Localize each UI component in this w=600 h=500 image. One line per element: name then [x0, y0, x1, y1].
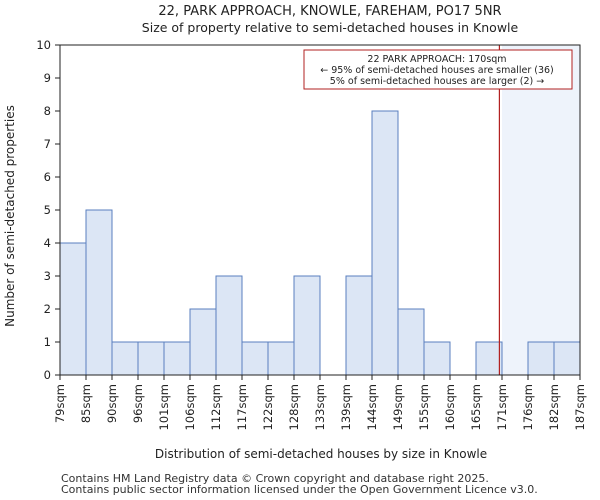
x-tick-label-133sqm: 133sqm — [313, 384, 327, 430]
bar-90sqm — [111, 341, 139, 376]
x-tick-label-106sqm: 106sqm — [183, 384, 197, 430]
x-tick-label-101sqm: 101sqm — [157, 384, 171, 430]
annotation-line-3: 5% of semi-detached houses are larger (2… — [330, 76, 544, 87]
y-axis-label: Number of semi-detached properties — [3, 105, 17, 327]
x-tick-label-79sqm: 79sqm — [53, 384, 67, 423]
y-tick-label-9: 9 — [44, 71, 51, 85]
x-tick-label-85sqm: 85sqm — [79, 384, 93, 423]
x-tick-label-160sqm: 160sqm — [443, 384, 457, 430]
x-tick-label-96sqm: 96sqm — [131, 384, 145, 423]
y-tick-label-5: 5 — [44, 203, 51, 217]
x-tick-label-165sqm: 165sqm — [469, 384, 483, 430]
bar-117sqm — [241, 341, 269, 376]
bar-149sqm — [397, 308, 425, 376]
x-tick-label-149sqm: 149sqm — [391, 384, 405, 430]
bar-106sqm — [189, 308, 217, 376]
bar-139sqm — [345, 275, 373, 376]
y-tick-label-7: 7 — [44, 137, 51, 151]
bar-96sqm — [137, 341, 165, 376]
footer-licence: Contains public sector information licen… — [61, 483, 538, 496]
x-axis: 79sqm 85sqm 90sqm 96sqm 101sqm 106sqm 112sqm 11… — [53, 375, 587, 430]
x-tick-label-122sqm: 122sqm — [261, 384, 275, 430]
larger-houses-region — [502, 45, 580, 375]
chart-subtitle: Size of property relative to semi-detach… — [142, 20, 519, 35]
y-tick-label-10: 10 — [36, 38, 51, 52]
annotation-line-1: 22 PARK APPROACH: 170sqm — [367, 54, 506, 65]
x-tick-label-155sqm: 155sqm — [417, 384, 431, 430]
bar-155sqm — [423, 341, 451, 376]
x-tick-label-187sqm: 187sqm — [573, 384, 587, 430]
x-tick-label-139sqm: 139sqm — [339, 384, 353, 430]
annotation-box: 22 PARK APPROACH: 170sqm ← 95% of semi-d… — [303, 49, 573, 90]
annotation-line-2: ← 95% of semi-detached houses are smalle… — [320, 65, 554, 76]
y-axis: 0 1 2 3 4 5 6 7 8 9 10 — [36, 38, 60, 382]
x-tick-label-90sqm: 90sqm — [105, 384, 119, 423]
bar-176sqm — [527, 341, 555, 376]
y-tick-label-6: 6 — [44, 170, 51, 184]
footer-copyright: Contains HM Land Registry data © Crown c… — [61, 472, 489, 485]
bar-182sqm — [553, 341, 581, 376]
y-tick-label-2: 2 — [44, 302, 51, 316]
annotation-border — [303, 49, 573, 90]
bar-122sqm — [267, 341, 295, 376]
chart-title: 22, PARK APPROACH, KNOWLE, FAREHAM, PO17… — [158, 4, 501, 19]
y-tick-label-0: 0 — [44, 368, 51, 382]
y-tick-label-1: 1 — [44, 335, 51, 349]
x-axis-label: Distribution of semi-detached houses by … — [155, 447, 487, 461]
bar-101sqm — [163, 341, 191, 376]
bar-144sqm — [371, 110, 399, 376]
x-tick-label-182sqm: 182sqm — [547, 384, 561, 430]
x-tick-label-112sqm: 112sqm — [209, 384, 223, 430]
bar-128sqm — [293, 275, 321, 376]
x-tick-label-144sqm: 144sqm — [365, 384, 379, 430]
y-tick-label-4: 4 — [44, 236, 51, 250]
y-tick-label-3: 3 — [44, 269, 51, 283]
bar-165sqm — [475, 341, 503, 376]
y-tick-label-8: 8 — [44, 104, 51, 118]
x-tick-label-117sqm: 117sqm — [235, 384, 249, 430]
x-tick-label-171sqm: 171sqm — [495, 384, 509, 430]
bar-85sqm — [85, 209, 113, 376]
bar-112sqm — [215, 275, 243, 376]
bar-series — [59, 110, 581, 376]
x-tick-label-176sqm: 176sqm — [521, 384, 535, 430]
x-tick-label-128sqm: 128sqm — [287, 384, 301, 430]
bar-79sqm — [59, 242, 87, 376]
